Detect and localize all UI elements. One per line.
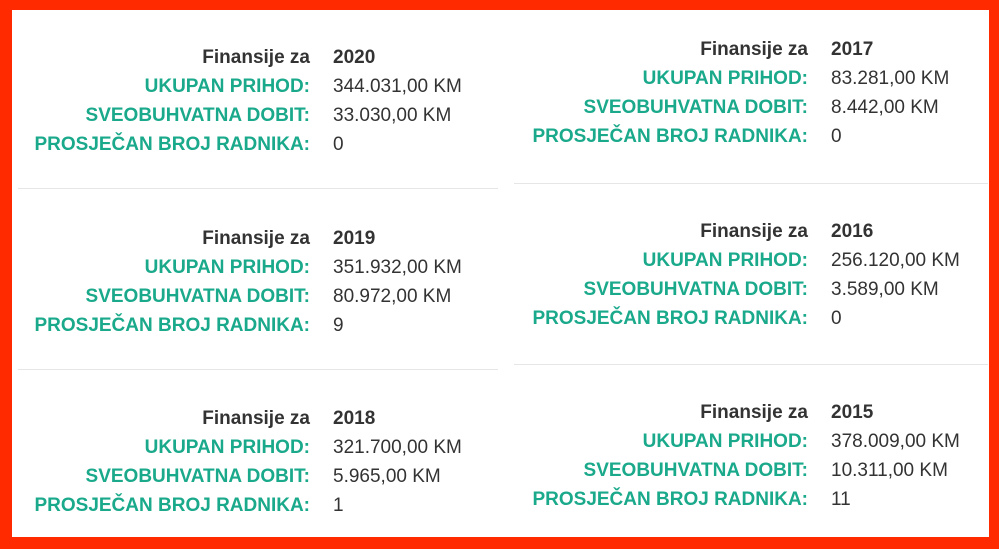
revenue-value: 321.700,00 KM [333, 437, 462, 458]
revenue-label: UKUPAN PRIHOD: [642, 431, 808, 452]
employees-label: PROSJEČAN BROJ RADNIKA: [34, 495, 310, 516]
profit-row: SVEOBUHVATNA DOBIT: 33.030,00 KM [12, 101, 452, 130]
revenue-row: UKUPAN PRIHOD: 321.700,00 KM [12, 433, 462, 462]
profit-value: 5.965,00 KM [333, 466, 441, 487]
employees-label: PROSJEČAN BROJ RADNIKA: [34, 315, 310, 336]
employees-value: 1 [333, 495, 344, 516]
profit-label: SVEOBUHVATNA DOBIT: [583, 279, 808, 300]
divider [18, 188, 498, 189]
revenue-label: UKUPAN PRIHOD: [144, 437, 310, 458]
employees-value: 0 [333, 134, 344, 155]
revenue-label: UKUPAN PRIHOD: [144, 257, 310, 278]
profit-value: 80.972,00 KM [333, 286, 452, 307]
profit-row: SVEOBUHVATNA DOBIT: 8.442,00 KM [514, 93, 939, 122]
profit-label: SVEOBUHVATNA DOBIT: [85, 466, 310, 487]
employees-value: 9 [333, 315, 344, 336]
revenue-label: UKUPAN PRIHOD: [642, 250, 808, 271]
year-value: 2017 [831, 39, 874, 60]
revenue-value: 256.120,00 KM [831, 250, 960, 271]
year-value: 2016 [831, 221, 874, 242]
divider [514, 183, 988, 184]
financials-panel [12, 10, 989, 537]
employees-label: PROSJEČAN BROJ RADNIKA: [532, 489, 808, 510]
profit-value: 10.311,00 KM [831, 460, 948, 481]
year-value: 2015 [831, 402, 874, 423]
revenue-value: 83.281,00 KM [831, 68, 950, 89]
employees-row: PROSJEČAN BROJ RADNIKA: 0 [514, 304, 841, 333]
heading-label: Finansije za [700, 402, 808, 423]
revenue-label: UKUPAN PRIHOD: [144, 76, 310, 97]
year-heading-row: Finansije za 2015 [514, 398, 873, 427]
year-value: 2018 [333, 408, 376, 429]
year-value: 2019 [333, 228, 376, 249]
revenue-row: UKUPAN PRIHOD: 351.932,00 KM [12, 253, 462, 282]
profit-label: SVEOBUHVATNA DOBIT: [583, 460, 808, 481]
revenue-label: UKUPAN PRIHOD: [642, 68, 808, 89]
profit-value: 8.442,00 KM [831, 97, 939, 118]
revenue-value: 378.009,00 KM [831, 431, 960, 452]
employees-row: PROSJEČAN BROJ RADNIKA: 11 [514, 485, 850, 514]
employees-row: PROSJEČAN BROJ RADNIKA: 0 [12, 130, 343, 159]
profit-label: SVEOBUHVATNA DOBIT: [85, 286, 310, 307]
profit-row: SVEOBUHVATNA DOBIT: 80.972,00 KM [12, 282, 452, 311]
revenue-row: UKUPAN PRIHOD: 378.009,00 KM [514, 427, 960, 456]
profit-row: SVEOBUHVATNA DOBIT: 3.589,00 KM [514, 275, 939, 304]
profit-row: SVEOBUHVATNA DOBIT: 10.311,00 KM [514, 456, 948, 485]
heading-label: Finansije za [202, 228, 310, 249]
employees-value: 11 [831, 489, 851, 510]
profit-value: 33.030,00 KM [333, 105, 452, 126]
revenue-row: UKUPAN PRIHOD: 83.281,00 KM [514, 64, 950, 93]
employees-row: PROSJEČAN BROJ RADNIKA: 1 [12, 491, 343, 520]
employees-label: PROSJEČAN BROJ RADNIKA: [532, 308, 808, 329]
year-value: 2020 [333, 47, 376, 68]
profit-value: 3.589,00 KM [831, 279, 939, 300]
year-heading-row: Finansije za 2019 [12, 224, 375, 253]
year-heading-row: Finansije za 2018 [12, 404, 375, 433]
profit-label: SVEOBUHVATNA DOBIT: [85, 105, 310, 126]
revenue-row: UKUPAN PRIHOD: 344.031,00 KM [12, 72, 462, 101]
revenue-value: 351.932,00 KM [333, 257, 462, 278]
year-heading-row: Finansije za 2017 [514, 35, 873, 64]
employees-value: 0 [831, 308, 842, 329]
divider [514, 364, 988, 365]
profit-row: SVEOBUHVATNA DOBIT: 5.965,00 KM [12, 462, 441, 491]
profit-label: SVEOBUHVATNA DOBIT: [583, 97, 808, 118]
revenue-row: UKUPAN PRIHOD: 256.120,00 KM [514, 246, 960, 275]
year-heading-row: Finansije za 2016 [514, 217, 873, 246]
divider [18, 369, 498, 370]
employees-label: PROSJEČAN BROJ RADNIKA: [532, 126, 808, 147]
employees-row: PROSJEČAN BROJ RADNIKA: 9 [12, 311, 343, 340]
heading-label: Finansije za [700, 39, 808, 60]
employees-value: 0 [831, 126, 842, 147]
employees-row: PROSJEČAN BROJ RADNIKA: 0 [514, 122, 841, 151]
heading-label: Finansije za [202, 47, 310, 68]
employees-label: PROSJEČAN BROJ RADNIKA: [34, 134, 310, 155]
heading-label: Finansije za [700, 221, 808, 242]
year-heading-row: Finansije za 2020 [12, 43, 375, 72]
revenue-value: 344.031,00 KM [333, 76, 462, 97]
heading-label: Finansije za [202, 408, 310, 429]
